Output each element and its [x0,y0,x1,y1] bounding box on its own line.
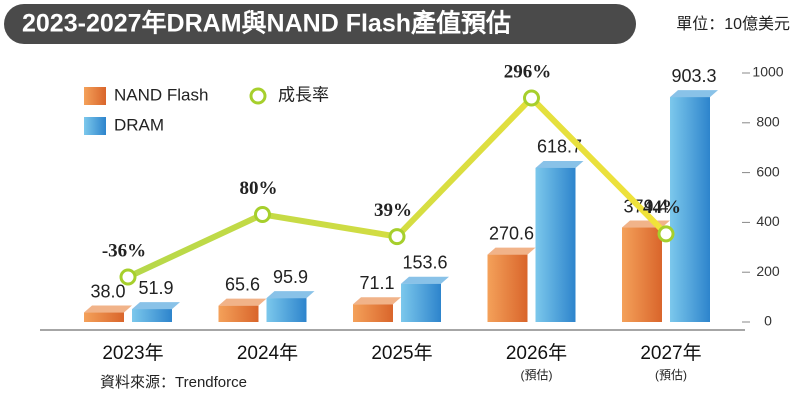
growth-label: 296% [504,61,552,82]
bar [353,304,393,322]
bar [670,97,710,322]
value-label: 153.6 [402,253,447,273]
bar-top [266,291,315,299]
legend-label: 成長率 [278,85,329,104]
y-tick-label: 200 [756,263,780,279]
bar-top [353,297,401,305]
value-label: 71.1 [359,273,394,293]
x-tick-label: 2025年 [371,342,432,364]
value-label: 65.6 [225,274,260,294]
bar-top [535,160,584,168]
bar [487,254,528,322]
source: 資料來源：Trendforce [100,374,247,391]
growth-label: 44% [643,197,681,218]
bar [622,227,662,322]
legend-swatch [84,87,106,105]
bar-top [401,276,449,284]
growth-label: 80% [240,178,278,199]
bar [84,312,124,322]
legend-swatch [249,87,267,105]
y-tick-label: 1000 [752,64,783,80]
bar-top [132,302,180,310]
growth-point [388,228,406,246]
bar [132,309,172,322]
legend-swatch [84,117,106,135]
chart-title: 2023-2027年DRAM與NAND Flash產值預估 [22,9,511,38]
bar [401,283,441,322]
x-tick-label: 2027年 [640,342,701,364]
x-tick-note: (預估) [521,368,553,382]
x-tick-note: (預估) [655,368,687,382]
growth-point [254,205,271,223]
value-label: 270.6 [489,223,534,243]
bar [218,305,259,322]
bar [266,298,307,322]
value-label: 38.0 [90,281,125,301]
y-tick-label: 600 [756,163,780,179]
growth-point [119,268,137,286]
growth-label: 39% [374,200,412,221]
value-label: 95.9 [273,267,308,287]
x-tick-label: 2026年 [506,342,567,364]
y-tick-label: 0 [764,313,772,329]
bar-top [670,90,718,98]
bar [535,167,576,322]
unit-label: 單位：10億美元 [676,15,790,33]
bar-top [487,247,536,255]
growth-label: -36% [102,240,146,261]
bar-top [218,298,267,306]
x-tick-label: 2023年 [102,342,163,364]
growth-point [657,225,675,243]
growth-point [523,89,540,107]
x-tick-label: 2024年 [237,342,298,364]
y-tick-label: 400 [756,213,780,229]
legend-label: DRAM [114,115,164,134]
value-label: 51.9 [138,278,173,298]
bar-top [84,305,132,313]
value-label: 903.3 [671,66,716,86]
y-tick-label: 800 [756,114,780,130]
legend-label: NAND Flash [114,85,208,104]
title-pill [4,4,636,44]
